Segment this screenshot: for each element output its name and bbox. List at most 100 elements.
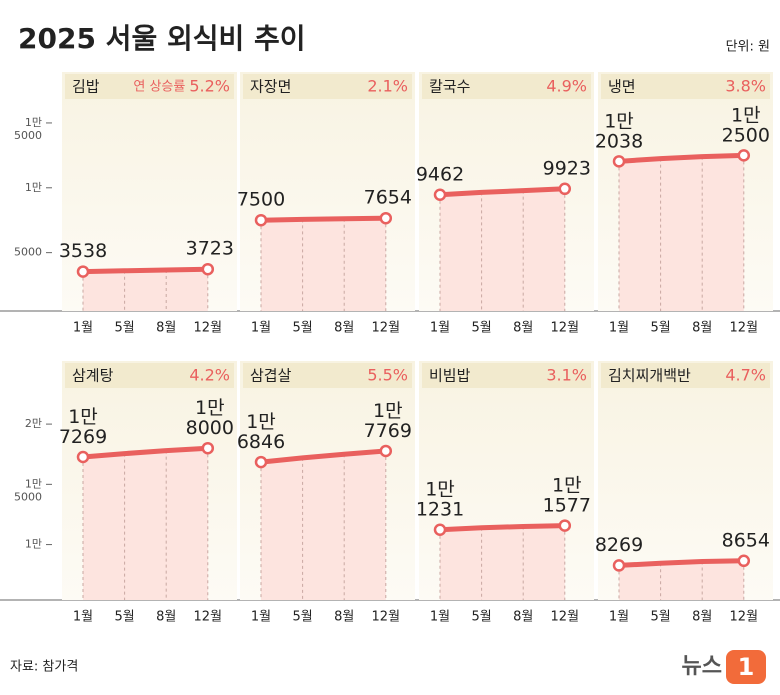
panel-title: 냉면 <box>608 78 636 96</box>
panel: 비빔밥 3.1% 1월 5월 8월 12월 1만 1231 1만 1577 <box>416 361 594 625</box>
value-label: 3723 <box>186 238 234 260</box>
logo-mark: 1 <box>738 653 755 681</box>
y-tick-label: 1만 <box>25 181 42 194</box>
y-tick-label: 2만 <box>25 417 42 430</box>
panel-title: 비빔밥 <box>429 367 471 385</box>
x-tick-label: 8월 <box>334 321 354 336</box>
x-tick-label: 12월 <box>730 610 759 625</box>
growth-rate: 3.1% <box>546 366 587 385</box>
growth-label: 연 상승률 <box>133 80 185 95</box>
growth-rate: 4.9% <box>546 77 587 96</box>
area <box>619 155 744 311</box>
value-label: 1만 7769 <box>364 399 412 441</box>
point <box>379 211 393 225</box>
line <box>616 152 747 164</box>
value-label: 1만 7269 <box>59 406 107 448</box>
x-tick-label: 8월 <box>513 610 533 625</box>
x-tick-label: 12월 <box>551 321 580 336</box>
growth-rate: 5.2% <box>189 77 230 96</box>
area <box>261 450 386 600</box>
value-label: 8654 <box>722 529 770 551</box>
value-label: 1만 8000 <box>186 397 234 439</box>
value-label: 1만 2038 <box>595 110 643 152</box>
x-tick-label: 8월 <box>334 610 354 625</box>
x-tick-label: 12월 <box>551 610 580 625</box>
line <box>80 266 211 275</box>
source: 자료: 참가격 <box>10 660 78 675</box>
x-tick-label: 5월 <box>292 610 312 625</box>
panel-title: 삼겹살 <box>250 367 292 385</box>
panel: 냉면 3.8% 1월 5월 8월 12월 1만 2038 1만 2500 <box>595 72 773 336</box>
value-label: 9462 <box>416 163 464 185</box>
charts: 김밥 5.2% 연 상승률 5000 1만 1만 5000 1월 5월 8월 12월 3538 3723… <box>0 72 780 625</box>
value-label: 1만 2500 <box>722 104 770 146</box>
x-tick-label: 1월 <box>251 321 271 336</box>
panel: 삼겹살 5.5% 1월 5월 8월 12월 1만 6846 1만 7769 <box>237 361 415 625</box>
panel-header <box>601 363 770 388</box>
panel-header <box>65 74 234 99</box>
panel: 김밥 5.2% 연 상승률 5000 1만 1만 5000 1월 5월 8월 12월 3538 3723 <box>14 72 237 336</box>
x-tick-label: 12월 <box>194 610 223 625</box>
x-tick-label: 1월 <box>430 321 450 336</box>
x-tick-label: 1월 <box>73 610 93 625</box>
point <box>254 213 268 227</box>
area <box>83 269 208 311</box>
y-tick-label: 1만 5000 <box>14 477 42 503</box>
x-tick-label: 12월 <box>372 321 401 336</box>
panel-header <box>601 74 770 99</box>
point <box>433 523 447 536</box>
value-label: 8269 <box>595 534 643 556</box>
panel: 김치찌개백반 4.7% 1월 5월 8월 12월 8269 8654 <box>595 361 773 625</box>
x-tick-label: 1월 <box>73 321 93 336</box>
value-label: 1만 1577 <box>543 474 591 516</box>
point <box>76 265 90 278</box>
panel: 칼국수 4.9% 1월 5월 8월 12월 9462 9923 <box>416 72 594 336</box>
growth-rate: 2.1% <box>367 77 408 96</box>
point <box>612 559 626 572</box>
point <box>76 450 90 464</box>
x-tick-label: 12월 <box>372 610 401 625</box>
x-tick-label: 5월 <box>471 321 491 336</box>
x-tick-label: 5월 <box>650 610 670 625</box>
value-label: 1만 6846 <box>237 411 285 453</box>
y-tick-label: 1만 5000 <box>14 116 42 142</box>
value-label: 1만 1231 <box>416 478 464 520</box>
x-tick-label: 8월 <box>513 321 533 336</box>
panel-header <box>422 363 591 388</box>
area <box>261 218 386 311</box>
x-tick-label: 5월 <box>114 321 134 336</box>
x-tick-label: 12월 <box>194 321 223 336</box>
line <box>258 215 389 223</box>
point <box>254 455 268 469</box>
point <box>379 444 393 458</box>
x-tick-label: 1월 <box>251 610 271 625</box>
panel-header <box>243 74 412 99</box>
point <box>612 155 626 168</box>
x-tick-label: 5월 <box>650 321 670 336</box>
growth-rate: 3.8% <box>725 77 766 96</box>
line <box>437 523 568 533</box>
x-tick-label: 5월 <box>114 610 134 625</box>
line <box>616 558 747 568</box>
panel-title: 자장면 <box>250 78 291 96</box>
line <box>437 186 568 198</box>
point <box>201 441 215 455</box>
point <box>558 182 572 196</box>
x-tick-label: 8월 <box>156 321 176 336</box>
x-tick-label: 1월 <box>609 321 629 336</box>
value-label: 9923 <box>543 157 591 179</box>
panel-title: 김밥 <box>72 78 100 96</box>
x-tick-label: 8월 <box>692 610 712 625</box>
line <box>258 448 389 465</box>
point <box>737 554 751 568</box>
area <box>619 560 744 600</box>
area <box>440 188 565 311</box>
area <box>83 448 208 600</box>
line <box>80 445 211 460</box>
value-label: 3538 <box>59 240 107 262</box>
panel-title: 칼국수 <box>429 78 470 96</box>
growth-rate: 5.5% <box>367 366 408 385</box>
point <box>737 149 751 162</box>
page-title: 2025 서울 외식비 추이 <box>18 22 306 55</box>
